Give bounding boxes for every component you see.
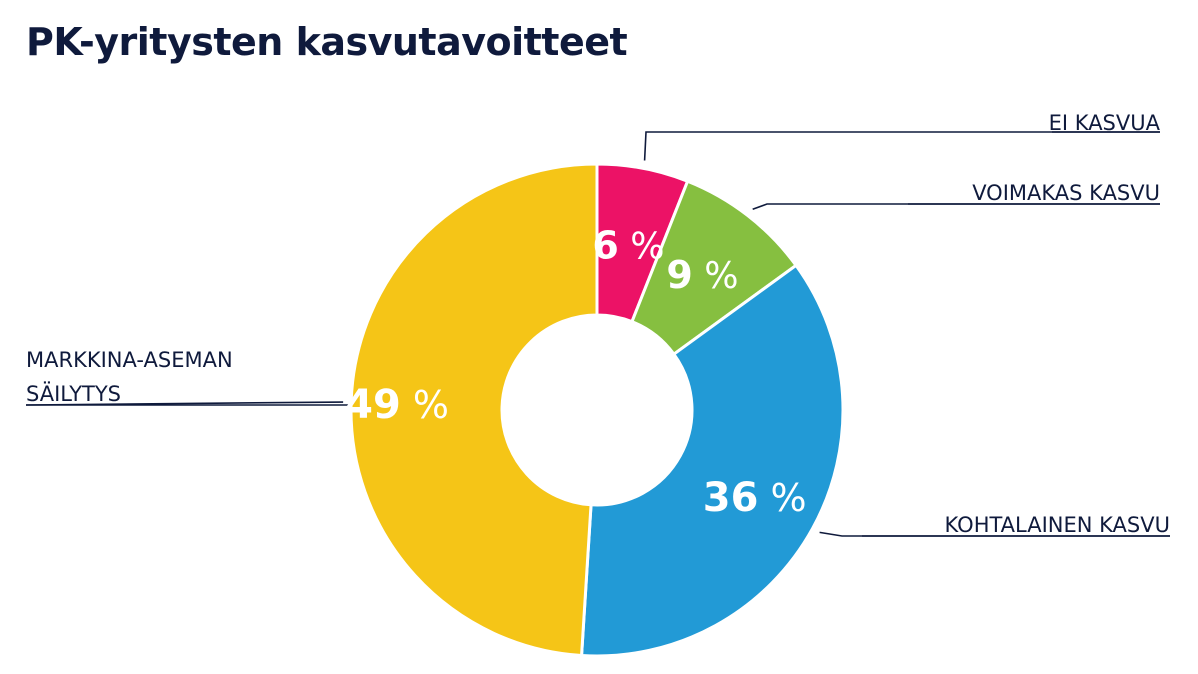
percent-label-voimakas: 9 %: [666, 253, 738, 297]
donut-segment-markkina: [349, 162, 599, 658]
percent-value-markkina: 49: [345, 382, 401, 428]
percent-sign-kohtalainen: %: [758, 476, 806, 520]
category-labels: EI KASVUA VOIMAKAS KASVU KOHTALAINEN KASVU…: [26, 111, 1170, 537]
percent-value-voimakas: 9: [666, 253, 692, 297]
chart-title: PK-yritysten kasvutavoitteet: [26, 20, 628, 64]
category-label-voimakas: VOIMAKAS KASVU: [972, 181, 1160, 205]
percent-value-kohtalainen: 36: [703, 475, 759, 521]
percent-sign-voimakas: %: [693, 255, 739, 297]
percent-labels: 6 %9 %36 %49 %: [345, 224, 806, 521]
leader-line-ei: [643, 131, 1160, 161]
percent-label-kohtalainen: 36 %: [703, 475, 807, 521]
leader-lines: [25, 131, 1170, 537]
category-label-markkina-line-1: MARKKINA-ASEMAN: [26, 348, 233, 372]
category-label-kohtalainen: KOHTALAINEN KASVU: [945, 513, 1170, 537]
donut-segments: [349, 162, 845, 658]
donut-segment-kohtalainen: [579, 263, 845, 658]
percent-sign-ei: %: [619, 226, 665, 268]
percent-label-ei: 6 %: [592, 224, 664, 268]
category-label-markkina-line-2: SÄILYTYS: [26, 381, 121, 406]
percent-label-markkina: 49 %: [345, 382, 449, 428]
percent-sign-markkina: %: [401, 383, 449, 427]
percent-value-ei: 6: [592, 224, 618, 268]
category-label-ei: EI KASVUA: [1049, 111, 1161, 135]
